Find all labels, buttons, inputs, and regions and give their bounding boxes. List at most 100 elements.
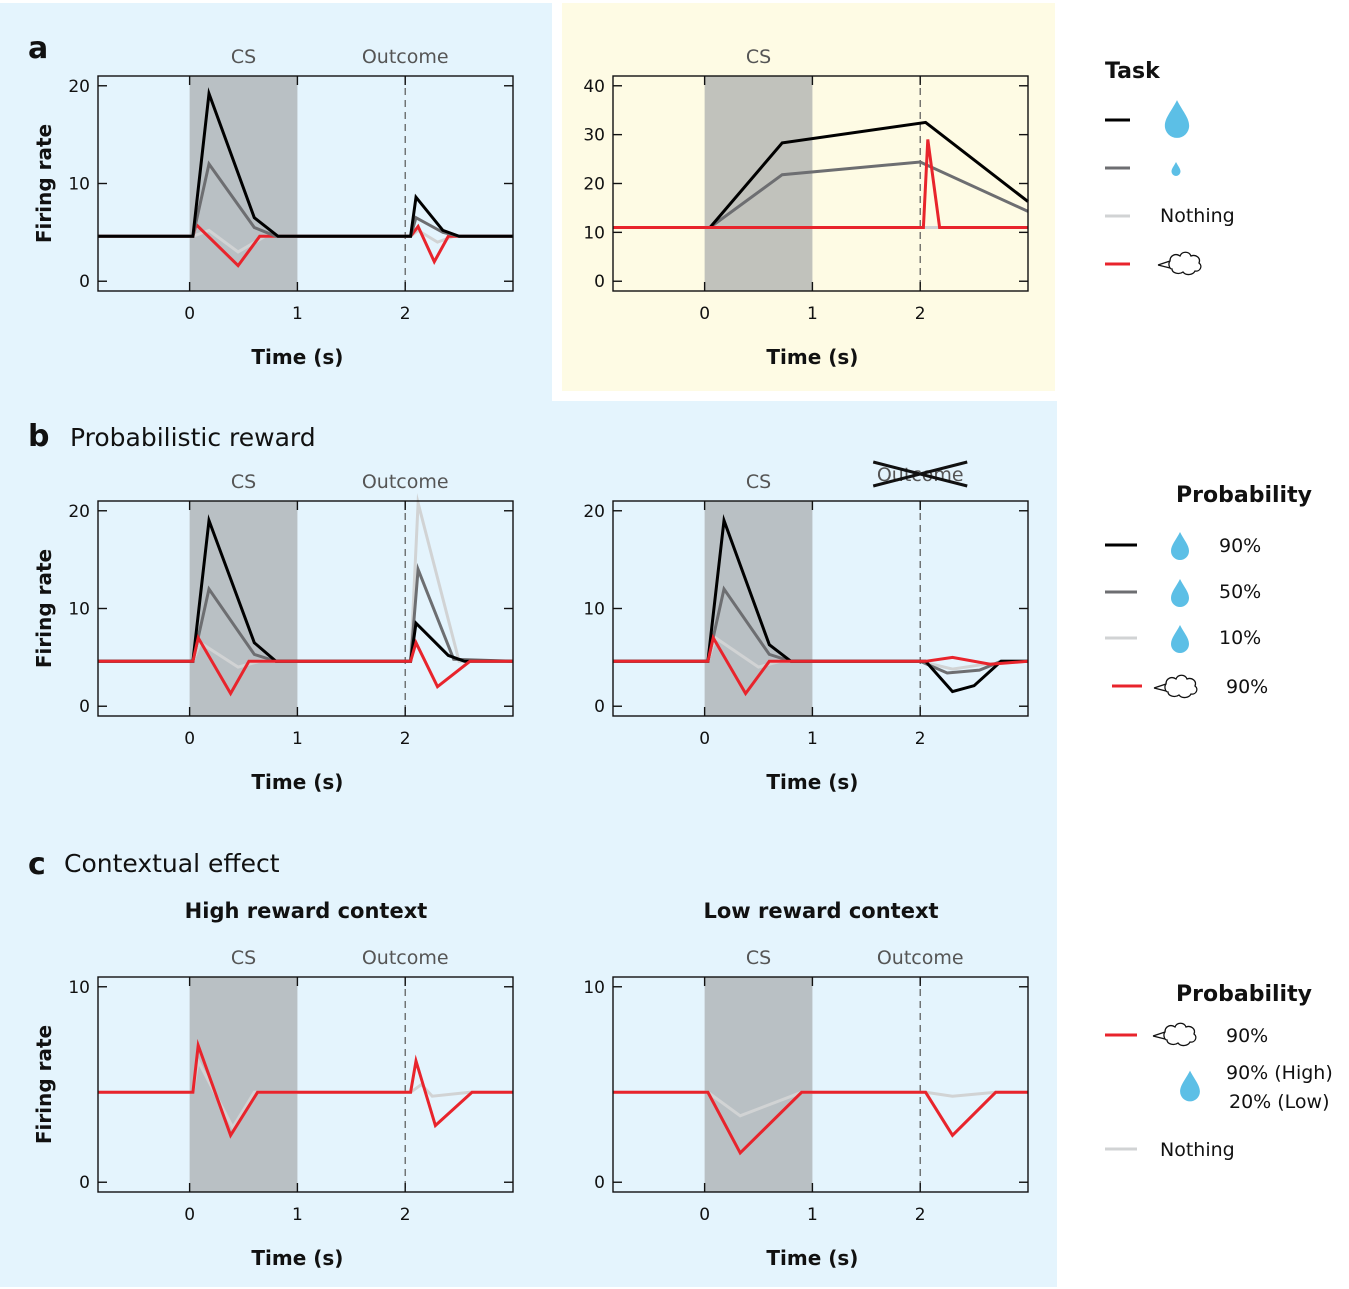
x-axis-label: Time (s) bbox=[766, 770, 858, 794]
plot-c-right: 0 1 2 0 10 Time (s) CS Outcome bbox=[583, 947, 1029, 1270]
y-tick-label: 10 bbox=[583, 223, 605, 243]
cs-label: CS bbox=[746, 947, 771, 969]
y-axis-label: Firing rate bbox=[32, 124, 56, 243]
panel-letter-c: c bbox=[28, 847, 46, 882]
panel-letter-b: b bbox=[28, 419, 49, 454]
cs-label: CS bbox=[746, 471, 771, 493]
y-tick-label: 0 bbox=[594, 1173, 605, 1193]
plot-c-left: 0 1 2 0 10 Time (s) Firing rate CS Outcome bbox=[32, 947, 514, 1270]
x-axis-label: Time (s) bbox=[251, 345, 343, 369]
drop-icon bbox=[1171, 532, 1189, 560]
y-tick-label: 40 bbox=[583, 77, 605, 97]
subplot-title-low-reward: Low reward context bbox=[703, 899, 938, 923]
y-tick-label: 30 bbox=[583, 126, 605, 146]
y-axis-label: Firing rate bbox=[32, 549, 56, 668]
legend-probability-b-title: Probability bbox=[1176, 483, 1312, 508]
series-line-3 bbox=[98, 87, 513, 238]
x-axis-label: Time (s) bbox=[251, 770, 343, 794]
x-tick-label: 1 bbox=[807, 729, 818, 749]
panel-title-b: Probabilistic reward bbox=[70, 423, 316, 452]
outcome-label: Outcome bbox=[362, 947, 449, 969]
y-tick-label: 10 bbox=[68, 978, 90, 998]
x-tick-label: 1 bbox=[292, 304, 303, 324]
x-tick-label: 1 bbox=[807, 1205, 818, 1225]
legend-probability-c: Probability 90% 90% (High) 20% (Low) Not… bbox=[1105, 982, 1333, 1161]
legend-prob-50-label: 50% bbox=[1219, 581, 1261, 603]
legend-prob-90-label: 90% bbox=[1219, 535, 1261, 557]
y-tick-label: 0 bbox=[594, 272, 605, 292]
cs-label: CS bbox=[746, 46, 771, 68]
y-tick-label: 0 bbox=[594, 697, 605, 717]
drop-icon bbox=[1171, 625, 1189, 653]
x-tick-label: 2 bbox=[915, 729, 926, 749]
series-line-1 bbox=[613, 1090, 1028, 1156]
outcome-strike-line bbox=[872, 460, 968, 488]
x-tick-label: 2 bbox=[915, 304, 926, 324]
small-drop-icon bbox=[1171, 162, 1181, 176]
series-line-3 bbox=[98, 633, 513, 697]
subplot-title-high-reward: High reward context bbox=[185, 899, 428, 923]
legend-probability-b: Probability 90% 50% 10% 90% bbox=[1105, 483, 1312, 699]
x-tick-label: 1 bbox=[292, 729, 303, 749]
legend-prob-10-label: 10% bbox=[1219, 627, 1261, 649]
outcome-label: Outcome bbox=[877, 947, 964, 969]
x-tick-label: 2 bbox=[400, 1205, 411, 1225]
legend-prob-c-high-label: 90% (High) bbox=[1226, 1062, 1333, 1084]
y-tick-label: 0 bbox=[79, 1173, 90, 1193]
x-tick-label: 2 bbox=[915, 1205, 926, 1225]
airpuff-icon bbox=[1152, 1022, 1197, 1047]
x-tick-label: 0 bbox=[184, 304, 195, 324]
x-tick-label: 0 bbox=[184, 729, 195, 749]
legend-prob-airpuff-label: 90% bbox=[1226, 676, 1268, 698]
outcome-label: Outcome bbox=[362, 471, 449, 493]
x-tick-label: 2 bbox=[400, 304, 411, 324]
y-axis-label: Firing rate bbox=[32, 1025, 56, 1144]
cs-label: CS bbox=[231, 46, 256, 68]
legend-probability-c-title: Probability bbox=[1176, 982, 1312, 1007]
legend-task-title: Task bbox=[1105, 59, 1161, 84]
airpuff-icon bbox=[1153, 674, 1198, 699]
x-tick-label: 0 bbox=[699, 729, 710, 749]
y-tick-label: 10 bbox=[68, 600, 90, 620]
y-tick-label: 10 bbox=[583, 978, 605, 998]
series-line-1 bbox=[98, 1038, 513, 1139]
large-drop-icon bbox=[1164, 100, 1190, 138]
panel-letter-a: a bbox=[28, 31, 48, 66]
series-line-3 bbox=[613, 633, 1029, 697]
y-tick-label: 10 bbox=[583, 600, 605, 620]
legend-prob-c-nothing-label: Nothing bbox=[1160, 1139, 1235, 1161]
series-line-3 bbox=[613, 139, 1028, 229]
y-tick-label: 20 bbox=[68, 77, 90, 97]
y-tick-label: 20 bbox=[583, 175, 605, 195]
plot-frame bbox=[97, 976, 514, 1193]
outcome-label: Outcome bbox=[362, 46, 449, 68]
cs-label: CS bbox=[231, 947, 256, 969]
y-tick-label: 10 bbox=[68, 175, 90, 195]
x-tick-label: 1 bbox=[807, 304, 818, 324]
legend-task: Task Nothing bbox=[1105, 59, 1235, 276]
cs-window-shade bbox=[189, 977, 298, 1192]
y-tick-label: 20 bbox=[68, 502, 90, 522]
y-tick-label: 20 bbox=[583, 502, 605, 522]
panel-title-c: Contextual effect bbox=[64, 849, 280, 878]
plot-frame bbox=[612, 976, 1029, 1193]
cs-window-shade bbox=[704, 76, 813, 291]
x-tick-label: 1 bbox=[292, 1205, 303, 1225]
x-axis-label: Time (s) bbox=[766, 1246, 858, 1270]
panel-background-blue-bottom bbox=[0, 401, 1057, 1287]
x-tick-label: 0 bbox=[699, 304, 710, 324]
drop-icon bbox=[1180, 1070, 1200, 1102]
cs-window-shade bbox=[704, 977, 813, 1192]
legend-task-nothing-label: Nothing bbox=[1160, 205, 1235, 227]
cs-label: CS bbox=[231, 471, 256, 493]
x-tick-label: 2 bbox=[400, 729, 411, 749]
legend-prob-c-low-label: 20% (Low) bbox=[1229, 1091, 1330, 1113]
legend-prob-c-airpuff-label: 90% bbox=[1226, 1025, 1268, 1047]
x-axis-label: Time (s) bbox=[766, 345, 858, 369]
y-tick-label: 0 bbox=[79, 272, 90, 292]
